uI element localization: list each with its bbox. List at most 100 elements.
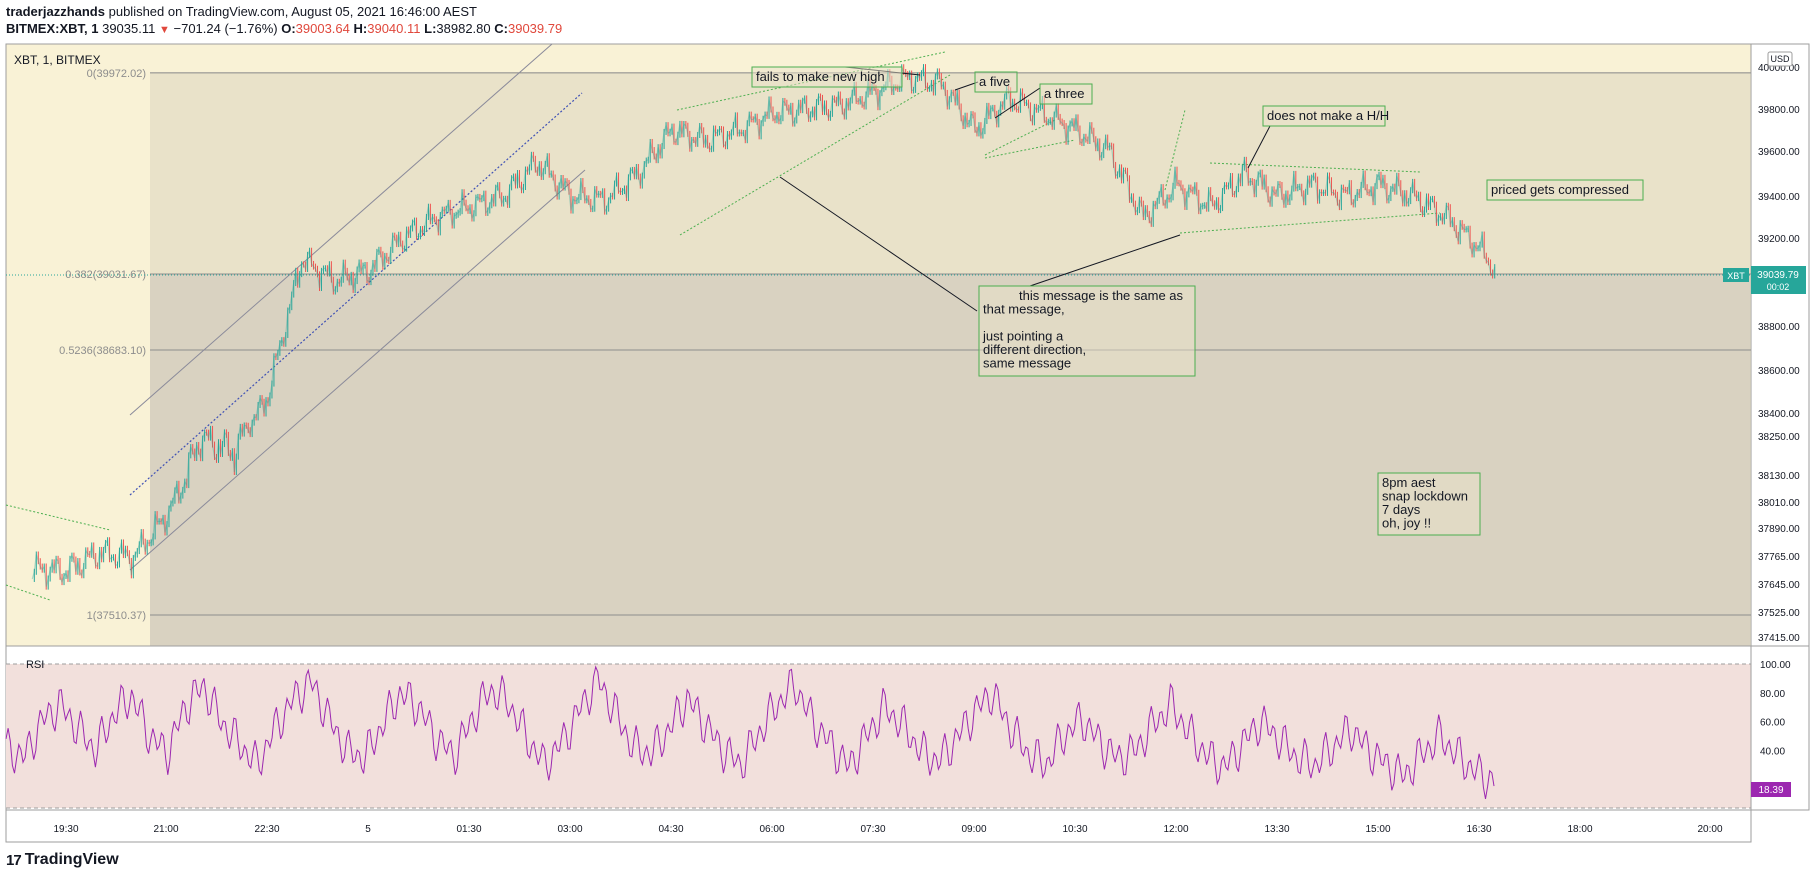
annotation-box[interactable]: [1262, 105, 1386, 127]
annotation-text: snap lockdown: [1382, 489, 1468, 504]
rsi-tag: [1751, 782, 1791, 797]
annotation-text: a three: [1044, 86, 1084, 101]
price-tick-label: 39400.00: [1758, 192, 1800, 203]
time-tick-label: 10:30: [1062, 824, 1087, 835]
ohlc-header: BITMEX:XBT, 1 39035.11 ▼ −701.24 (−1.76%…: [6, 21, 562, 36]
time-tick-label: 09:00: [961, 824, 986, 835]
currency-badge[interactable]: [1767, 51, 1793, 67]
annotation-text: oh, joy !!: [1382, 516, 1431, 531]
close-value: 39039.79: [507, 21, 563, 36]
annotation-text: just pointing a: [982, 329, 1064, 344]
annotation-text: this message is the same as: [1019, 288, 1184, 303]
rsi-tick-label: 100.00: [1760, 660, 1791, 671]
time-tick-label: 04:30: [658, 824, 683, 835]
annotation-text: does not make a H/H: [1267, 108, 1389, 123]
fib-label: 1(37510.37): [87, 610, 146, 622]
rsi-tick-label: 60.00: [1760, 718, 1785, 729]
rsi-axis-labels: 100.00 80.00 60.00 40.00: [1760, 660, 1791, 757]
trendline-compression-bottom: [1179, 212, 1441, 234]
price-tick-label: 37415.00: [1758, 633, 1800, 644]
price-tick-label: 37645.00: [1758, 580, 1800, 591]
annotation-text: same message: [983, 356, 1071, 371]
price-tag-value: 39039.79: [1757, 270, 1799, 281]
price-tick-label: 38010.00: [1758, 498, 1800, 509]
annotation-box[interactable]: [1039, 83, 1093, 105]
fib-zone-lower: [150, 274, 1750, 646]
price-tick-label: 39600.00: [1758, 147, 1800, 158]
price-tick-label: 38250.00: [1758, 432, 1800, 443]
annotation-text: fails to make new high: [756, 69, 885, 84]
time-tick-label: 20:00: [1697, 824, 1722, 835]
price-tick-label: 38130.00: [1758, 471, 1800, 482]
time-tick-label: 19:30: [53, 824, 78, 835]
symbol-label: BITMEX:XBT, 1: [6, 21, 99, 36]
annotations: fails to make new high a five a three does …: [751, 66, 1644, 536]
publish-header: traderjazzhands published on TradingView…: [6, 4, 477, 19]
trendline-five-bottom: [984, 139, 1076, 159]
time-tick-label: 03:00: [557, 824, 582, 835]
tradingview-logo-icon: 17: [6, 851, 22, 869]
price-tick-label: 37765.00: [1758, 552, 1800, 563]
time-tick-label: 07:30: [860, 824, 885, 835]
price-series: [31, 66, 1496, 587]
trendline-early: [5, 504, 111, 531]
time-tick-label: 01:30: [456, 824, 481, 835]
leader-five: [954, 81, 979, 91]
price-candles: [33, 64, 1496, 590]
channel-lower-line: [129, 169, 586, 571]
annotation-text: different direction,: [983, 342, 1086, 357]
time-axis[interactable]: [5, 809, 1752, 843]
rsi-label: RSI: [26, 659, 44, 671]
annotation-text: that message,: [983, 302, 1065, 317]
close-label: C:: [494, 21, 508, 36]
price-tick-label: 37890.00: [1758, 524, 1800, 535]
time-axis-labels: 19:30 21:00 22:30 5 01:30 03:00 04:30 06:00 07:3…: [53, 824, 1722, 835]
time-tick-label: 12:00: [1163, 824, 1188, 835]
currency-label: USD: [1770, 54, 1790, 64]
symbol-tag: [1723, 268, 1749, 282]
open-label: O:: [281, 21, 296, 36]
fib-levels: 0(39972.02)0.382(39031.67)0.5236(38683.1…: [59, 68, 1751, 622]
high-label: H:: [353, 21, 368, 36]
fib-zone-upper: [150, 72, 1750, 274]
rsi-tag-value: 18.39: [1758, 785, 1783, 796]
low-label: L:: [424, 21, 437, 36]
time-tick-label: 18:00: [1567, 824, 1592, 835]
open-value: 39003.64: [295, 21, 350, 36]
annotation-box[interactable]: [974, 71, 1018, 93]
trendline-five-top: [984, 119, 1056, 156]
annotation-box[interactable]: [1486, 179, 1644, 201]
trendline-spike: [1164, 109, 1186, 191]
trendline-bottom: [679, 74, 951, 236]
price-tick-label: 39800.00: [1758, 105, 1800, 116]
annotation-box[interactable]: [751, 66, 903, 88]
down-arrow-icon: ▼: [158, 24, 170, 36]
fib-label: 0.5236(38683.10): [59, 345, 146, 357]
rsi-series: [5, 665, 1495, 799]
annotation-text: a five: [979, 74, 1010, 89]
annotation-text: 8pm aest: [1382, 475, 1436, 490]
price-tick-label: 38600.00: [1758, 366, 1800, 377]
time-tick-label: 22:30: [254, 824, 279, 835]
time-tick-label: 16:30: [1466, 824, 1491, 835]
channel-upper-line: [129, 43, 553, 416]
leader-three: [994, 87, 1041, 119]
price-axis-labels: 40000.00 39800.00 39600.00 39400.00 39200.00…: [1758, 63, 1800, 644]
annotation-box[interactable]: [978, 285, 1196, 377]
rsi-tick-label: 80.00: [1760, 689, 1785, 700]
price-tag: [1751, 266, 1806, 294]
leader-message-right: [1029, 234, 1181, 287]
leader-hh: [1247, 125, 1271, 169]
price-tick-label: 38800.00: [1758, 322, 1800, 333]
fib-label: 0(39972.02): [87, 68, 146, 80]
annotation-box[interactable]: [1377, 472, 1481, 536]
time-tick-label: 21:00: [153, 824, 178, 835]
price-change: −701.24 (−1.76%): [173, 21, 278, 36]
annotation-text: priced gets compressed: [1491, 182, 1629, 197]
price-tick-label: 38400.00: [1758, 409, 1800, 420]
tradingview-brand[interactable]: 17 TradingView: [6, 851, 119, 869]
high-value: 39040.11: [367, 21, 421, 36]
time-tick-label: 5: [365, 824, 371, 835]
author-name[interactable]: traderjazzhands: [6, 4, 105, 19]
